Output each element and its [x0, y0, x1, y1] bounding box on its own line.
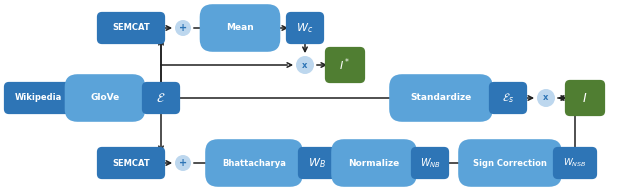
Text: Standardize: Standardize [410, 93, 472, 103]
Text: x: x [543, 93, 548, 103]
FancyBboxPatch shape [142, 82, 180, 114]
FancyBboxPatch shape [205, 139, 303, 187]
Text: SEMCAT: SEMCAT [112, 24, 150, 33]
Text: Mean: Mean [226, 24, 254, 33]
Text: x: x [302, 60, 308, 69]
Text: $\mathcal{E}_s$: $\mathcal{E}_s$ [502, 91, 514, 105]
Text: $W_{NB}$: $W_{NB}$ [419, 156, 440, 170]
FancyBboxPatch shape [65, 74, 145, 122]
Text: Bhattacharya: Bhattacharya [222, 159, 286, 168]
FancyBboxPatch shape [200, 4, 280, 52]
Text: $I$: $I$ [582, 91, 588, 105]
FancyBboxPatch shape [489, 82, 527, 114]
Text: $W_c$: $W_c$ [296, 21, 314, 35]
Text: $I^*$: $I^*$ [339, 57, 351, 73]
FancyBboxPatch shape [298, 147, 336, 179]
Text: SEMCAT: SEMCAT [112, 159, 150, 168]
Text: +: + [179, 23, 187, 33]
FancyBboxPatch shape [458, 139, 562, 187]
FancyBboxPatch shape [332, 139, 417, 187]
Circle shape [175, 155, 191, 171]
Text: $\mathcal{E}$: $\mathcal{E}$ [156, 91, 166, 105]
FancyBboxPatch shape [411, 147, 449, 179]
FancyBboxPatch shape [565, 80, 605, 116]
Text: Wikipedia: Wikipedia [14, 93, 61, 103]
Text: +: + [179, 158, 187, 168]
Text: $W_B$: $W_B$ [308, 156, 326, 170]
FancyBboxPatch shape [97, 147, 165, 179]
FancyBboxPatch shape [286, 12, 324, 44]
FancyBboxPatch shape [4, 82, 72, 114]
Circle shape [537, 89, 555, 107]
Circle shape [296, 56, 314, 74]
FancyBboxPatch shape [97, 12, 165, 44]
Text: Normalize: Normalize [348, 159, 399, 168]
FancyBboxPatch shape [553, 147, 597, 179]
Text: $W_{NSB}$: $W_{NSB}$ [563, 157, 587, 169]
FancyBboxPatch shape [325, 47, 365, 83]
Circle shape [175, 20, 191, 36]
Text: GloVe: GloVe [90, 93, 120, 103]
Text: Sign Correction: Sign Correction [473, 159, 547, 168]
FancyBboxPatch shape [389, 74, 493, 122]
